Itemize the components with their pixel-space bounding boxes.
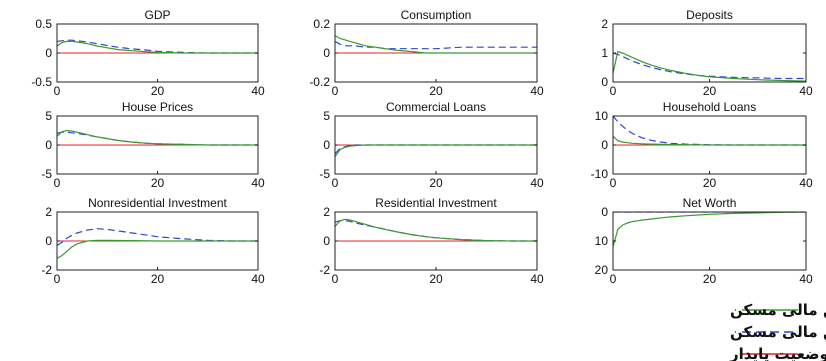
series-without-nonresidential-investment: [57, 228, 258, 246]
x-tick-label-residential-investment: 40: [530, 272, 544, 286]
y-tick-label-household-loans: -10: [591, 167, 609, 181]
x-tick-label-net-worth: 0: [610, 272, 617, 286]
series-with-commercial-loans: [335, 144, 537, 157]
x-tick-label-nonresidential-investment: 40: [251, 272, 265, 286]
series-with-nonresidential-investment: [57, 239, 258, 259]
x-tick-label-house-prices: 40: [251, 176, 265, 190]
x-tick-label-house-prices: 20: [151, 176, 165, 190]
x-tick-label-net-worth: 40: [799, 272, 813, 286]
x-tick-label-nonresidential-investment: 0: [54, 272, 61, 286]
y-tick-label-house-prices: 5: [45, 109, 52, 123]
panel-title-gdp: GDP: [144, 8, 170, 22]
y-tick-label-deposits: 1: [601, 46, 608, 60]
y-tick-label-residential-investment: 0: [323, 234, 330, 248]
x-tick-label-deposits: 0: [610, 84, 617, 98]
panel-title-residential-investment: Residential Investment: [375, 196, 497, 210]
series-with-consumption: [335, 35, 537, 54]
y-tick-label-household-loans: 10: [595, 109, 609, 123]
x-tick-label-gdp: 20: [151, 84, 165, 98]
y-tick-label-net-worth: 0: [601, 205, 608, 219]
y-tick-label-nonresidential-investment: 2: [45, 205, 52, 219]
x-tick-label-commercial-loans: 0: [332, 176, 339, 190]
legend: مدل با وجود تأمین مالی مسکن مدل بدون وجود…: [729, 300, 826, 361]
series-without-gdp: [57, 39, 258, 54]
y-tick-label-nonresidential-investment: 0: [45, 234, 52, 248]
panel-title-commercial-loans: Commercial Loans: [386, 100, 486, 114]
x-tick-label-gdp: 40: [251, 84, 265, 98]
x-tick-label-house-prices: 0: [54, 176, 61, 190]
y-tick-label-nonresidential-investment: -2: [41, 263, 52, 277]
x-tick-label-consumption: 0: [332, 84, 339, 98]
series-with-net-worth: [613, 212, 806, 247]
y-tick-label-household-loans: 0: [601, 138, 608, 152]
y-tick-label-deposits: 0: [601, 75, 608, 89]
x-tick-label-gdp: 0: [54, 84, 61, 98]
panel-title-net-worth: Net Worth: [683, 196, 737, 210]
y-tick-label-deposits: 2: [601, 17, 608, 31]
panel-title-consumption: Consumption: [401, 8, 472, 22]
series-without-deposits: [613, 52, 806, 80]
y-tick-label-house-prices: -5: [41, 167, 52, 181]
x-tick-label-commercial-loans: 20: [429, 176, 443, 190]
axes-frame-deposits: [612, 23, 807, 83]
x-tick-label-nonresidential-investment: 20: [151, 272, 165, 286]
panel-title-household-loans: Household Loans: [663, 100, 756, 114]
x-tick-label-deposits: 20: [703, 84, 717, 98]
x-tick-label-deposits: 40: [799, 84, 813, 98]
x-tick-label-residential-investment: 20: [429, 272, 443, 286]
series-with-residential-investment: [335, 218, 537, 242]
y-tick-label-net-worth: 10: [595, 234, 609, 248]
y-tick-label-residential-investment: 2: [323, 205, 330, 219]
panel-title-house-prices: House Prices: [122, 100, 193, 114]
series-with-household-loans: [613, 135, 806, 146]
y-tick-label-commercial-loans: -5: [319, 167, 330, 181]
x-tick-label-household-loans: 20: [703, 176, 717, 190]
y-tick-label-residential-investment: -2: [319, 263, 330, 277]
x-tick-label-commercial-loans: 40: [530, 176, 544, 190]
y-tick-label-house-prices: 0: [45, 138, 52, 152]
y-tick-label-commercial-loans: 0: [323, 138, 330, 152]
series-without-commercial-loans: [335, 144, 537, 155]
x-tick-label-consumption: 40: [530, 84, 544, 98]
x-tick-label-household-loans: 40: [799, 176, 813, 190]
y-tick-label-commercial-loans: 5: [323, 109, 330, 123]
y-tick-label-consumption: -0.2: [309, 75, 330, 89]
y-tick-label-consumption: 0: [323, 46, 330, 60]
x-tick-label-consumption: 20: [429, 84, 443, 98]
series-without-consumption: [335, 40, 537, 50]
x-tick-label-net-worth: 20: [703, 272, 717, 286]
x-tick-label-household-loans: 0: [610, 176, 617, 190]
series-with-house-prices: [57, 129, 258, 146]
series-with-deposits: [613, 50, 806, 82]
y-tick-label-consumption: 0.2: [313, 17, 330, 31]
panel-title-nonresidential-investment: Nonresidential Investment: [88, 196, 227, 210]
y-tick-label-net-worth: 20: [595, 263, 609, 277]
series-with-gdp: [57, 40, 258, 54]
panel-deposits: Deposits 2 1 00 20 40: [601, 8, 813, 98]
panel-title-deposits: Deposits: [686, 8, 733, 22]
x-tick-label-residential-investment: 0: [332, 272, 339, 286]
y-tick-label-gdp: -0.5: [31, 75, 52, 89]
legend-label-0: مدل با وجود تأمین مالی مسکن: [730, 300, 826, 319]
y-tick-label-gdp: 0.5: [35, 17, 52, 31]
y-tick-label-gdp: 0: [45, 46, 52, 60]
legend-label-1: مدل بدون وجود تأمین مالی مسکن: [730, 322, 826, 341]
legend-label-2: وضعیت پایدار: [729, 345, 826, 361]
series-without-household-loans: [613, 116, 806, 146]
